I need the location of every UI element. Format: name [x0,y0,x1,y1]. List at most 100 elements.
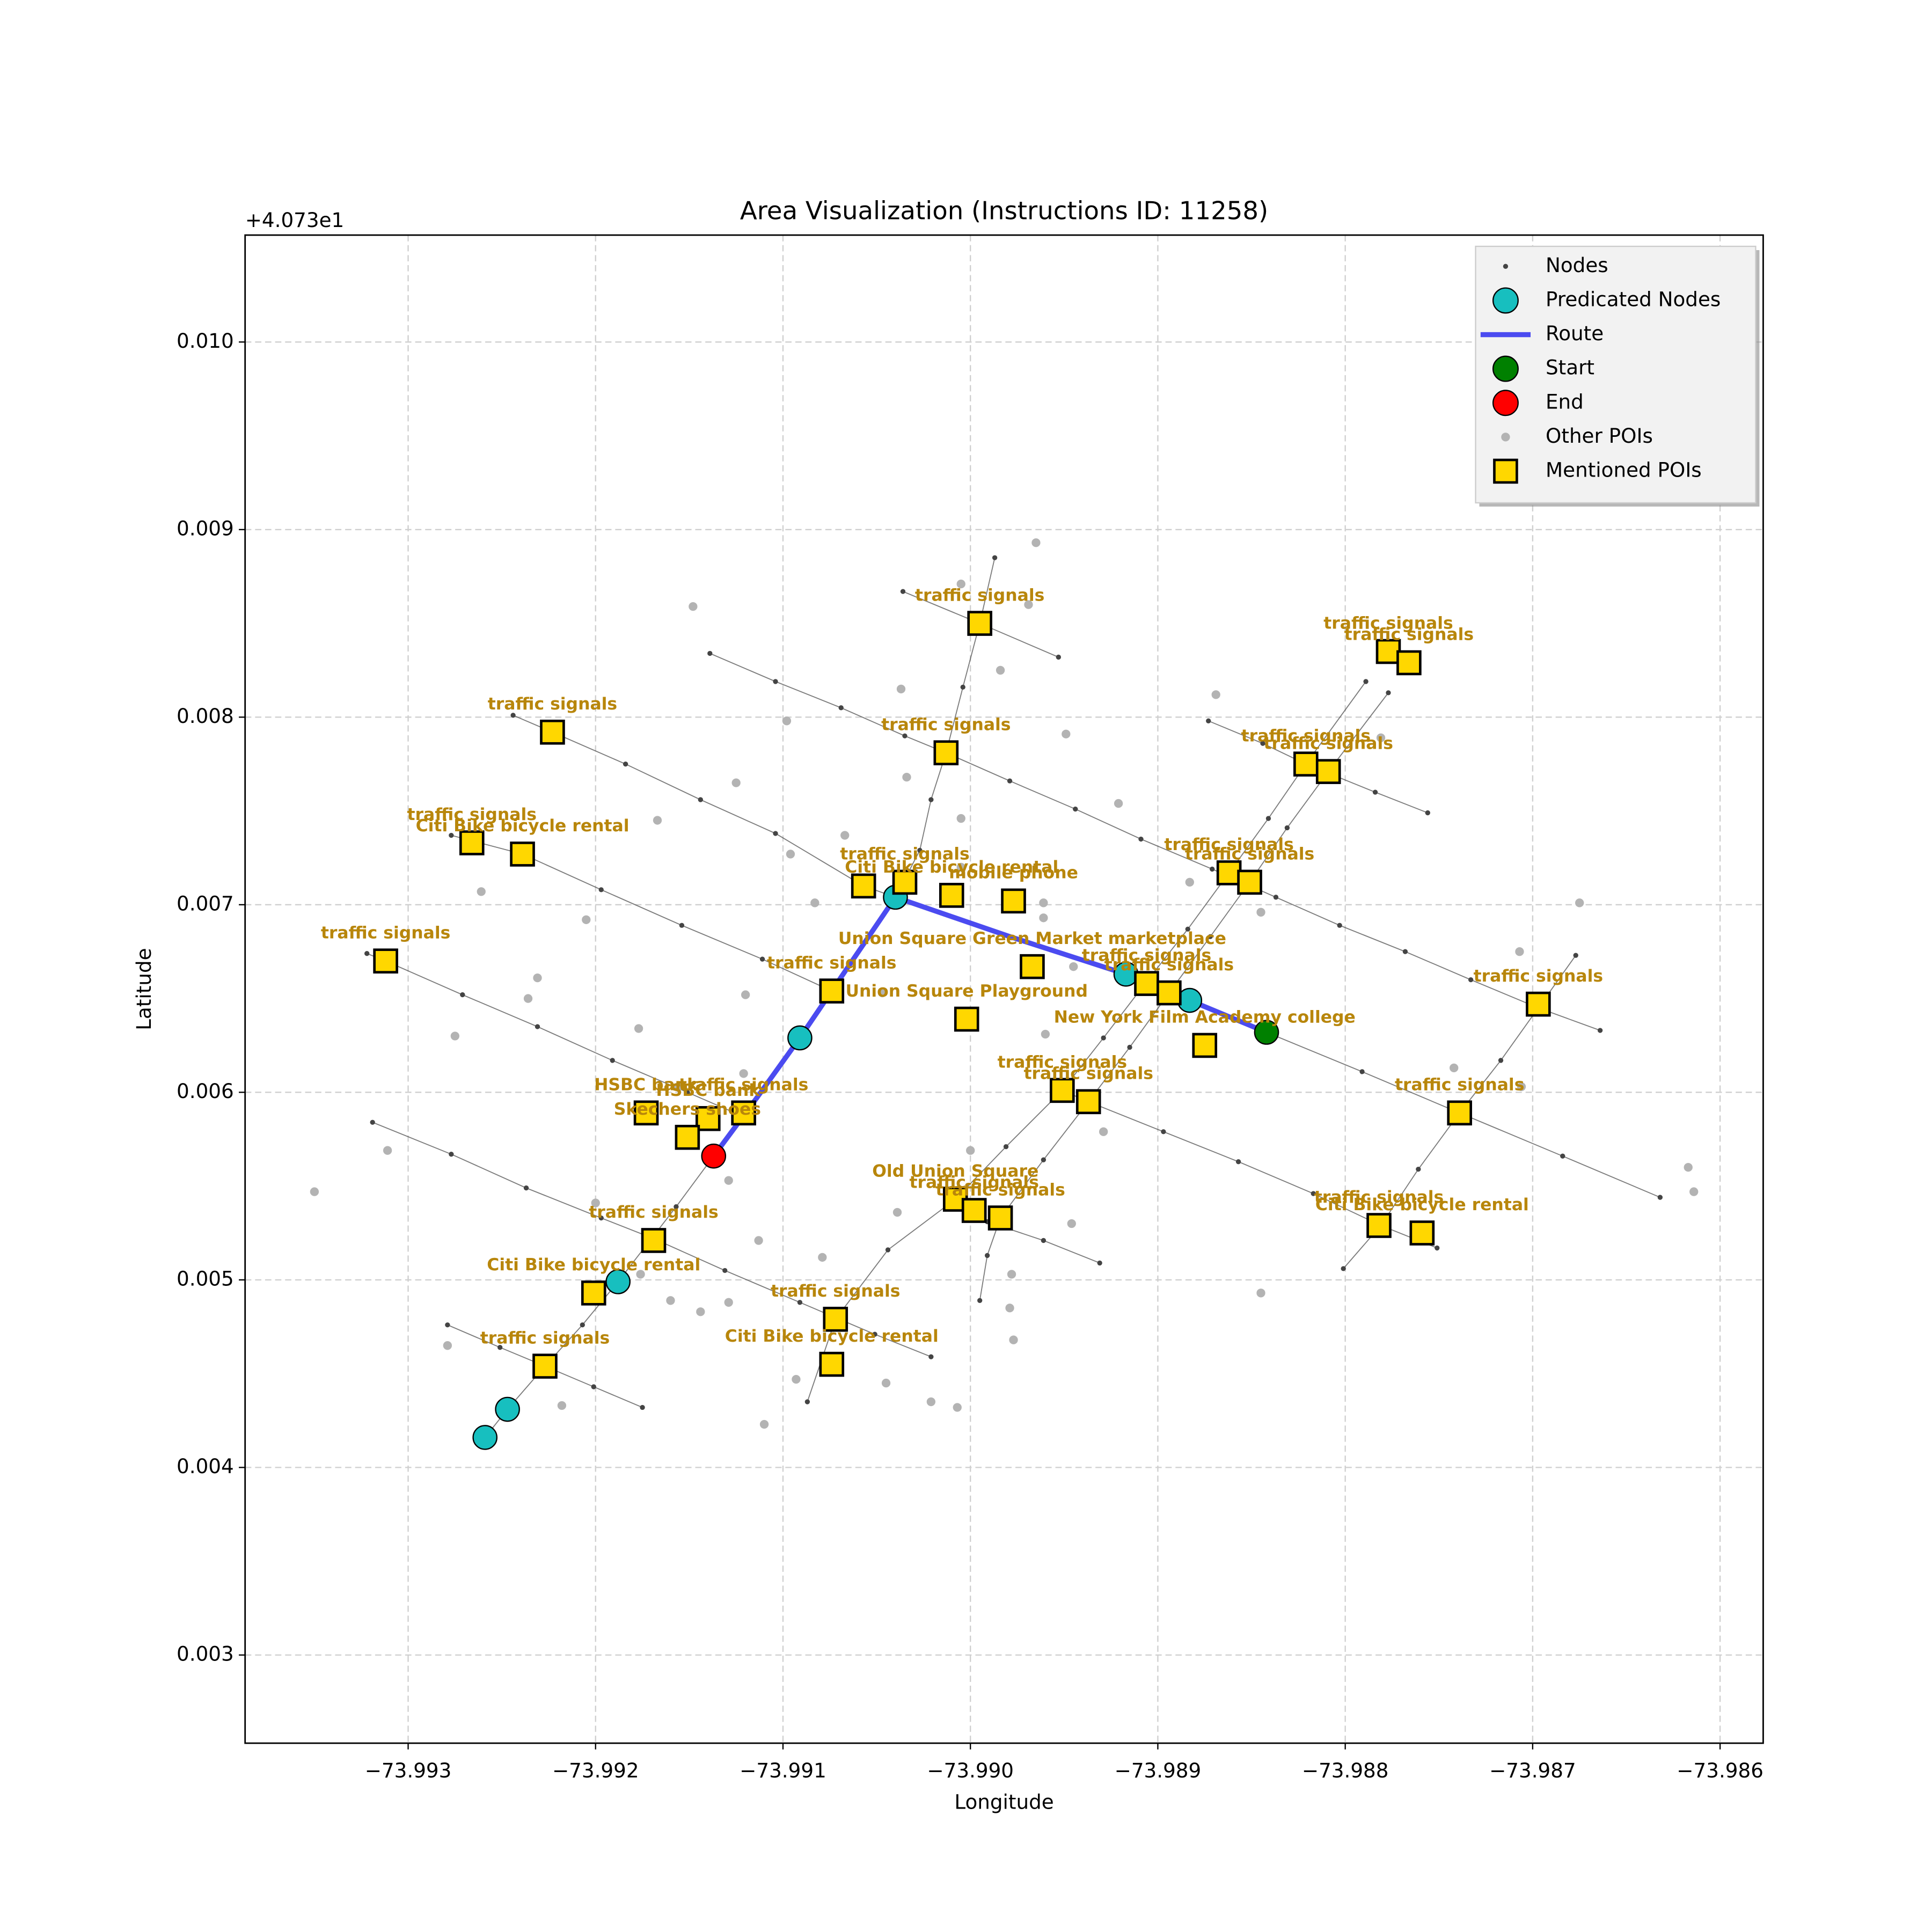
node [1041,1238,1046,1243]
other-poi [1575,898,1584,908]
axes-frame [244,234,1764,1744]
node [902,733,908,738]
poi-label: traffic signals [935,1180,1065,1199]
other-poi [523,994,533,1003]
node [445,1322,450,1328]
node [623,762,628,767]
other-poi [896,684,906,694]
poi-label: traffic signals [1185,845,1314,864]
legend-label: Start [1546,356,1594,379]
node [460,992,465,998]
mentioned-poi [933,740,959,766]
poi-label: traffic signals [1263,734,1393,753]
poi-label: traffic signals [840,845,969,864]
other-poi [1517,1082,1526,1092]
mentioned-poi [1216,860,1242,885]
other-poi [724,1176,733,1185]
other-poi [1024,600,1033,609]
node [497,1345,503,1350]
poi-label: HSBC bank [656,1081,760,1100]
poi-label: traffic signals [407,805,537,824]
mentioned-poi [939,883,964,908]
node [1208,934,1213,939]
poi-label: Skechers shoes [614,1100,761,1119]
mentioned-poi [1447,1100,1472,1126]
other-poi [1256,1289,1265,1298]
node [928,797,934,802]
poi-label: traffic signals [1104,955,1234,975]
mentioned-poi [892,869,918,895]
mentioned-poi [1134,971,1159,996]
y-tick-label: 0.007 [177,891,234,915]
other-poi [582,915,591,924]
node [1185,926,1190,932]
node [1435,1245,1440,1251]
node-marker [787,1025,813,1051]
legend-label: Predicated Nodes [1546,287,1721,311]
other-poi [731,778,741,787]
x-tick-label: −73.990 [927,1759,1014,1782]
mentioned-poi [1315,759,1341,784]
node [838,705,844,711]
node [1337,923,1342,928]
mentioned-poi [819,978,845,1004]
other-poi [1062,729,1071,738]
node [1056,654,1062,660]
mentioned-poi [581,1280,606,1306]
mentioned-poi [1366,1213,1392,1238]
poi-label: Citi Bike bicycle rental [725,1327,939,1346]
other-poi [953,1403,962,1412]
node [510,713,516,718]
node [1260,741,1265,746]
node [598,1215,604,1221]
node [1073,806,1078,812]
legend-label: Nodes [1546,253,1608,277]
legend-box [1475,245,1757,504]
other-poi [1007,1270,1016,1279]
x-tick-label: −73.988 [1302,1759,1389,1782]
node-marker [495,1396,520,1422]
mentioned-poi [1396,650,1422,676]
poi-label: traffic signals [1344,625,1474,645]
node [1041,1157,1046,1162]
mentioned-poi [1050,1078,1075,1103]
other-poi [1067,1219,1076,1228]
x-tick-label: −73.989 [1115,1759,1202,1782]
mentioned-poi [641,1228,667,1253]
other-poi [877,988,887,998]
other-poi [1515,947,1524,956]
other-poi [739,1069,748,1078]
node-marker [472,1425,498,1450]
legend-label: Other POIs [1546,424,1653,448]
other-poi [956,580,965,589]
node [707,650,713,656]
node [1402,949,1408,954]
other-poi [1684,1162,1693,1172]
legend-marker [1492,287,1519,314]
mentioned-poi [695,1106,721,1131]
legend-marker [1493,458,1518,484]
node [885,1247,891,1253]
mentioned-poi [1157,980,1182,1006]
y-tick-label: 0.005 [177,1267,234,1290]
node [1273,895,1279,900]
node [1161,1129,1166,1135]
other-poi [1005,1304,1014,1313]
mentioned-poi [1020,954,1045,979]
node [1138,836,1144,842]
other-poi [533,973,542,983]
poi-label: traffic signals [1082,946,1211,965]
mentioned-poi [851,873,876,899]
node [591,1384,596,1389]
node [773,679,778,684]
other-poi [634,1024,643,1033]
mentioned-poi [532,1353,558,1379]
poi-label: mobile phone [949,863,1078,883]
other-poi [1450,1063,1459,1073]
node [598,887,604,892]
mentioned-poi [819,1351,845,1377]
mentioned-poi [961,1198,987,1223]
other-poi [840,831,850,840]
node [1284,825,1290,831]
